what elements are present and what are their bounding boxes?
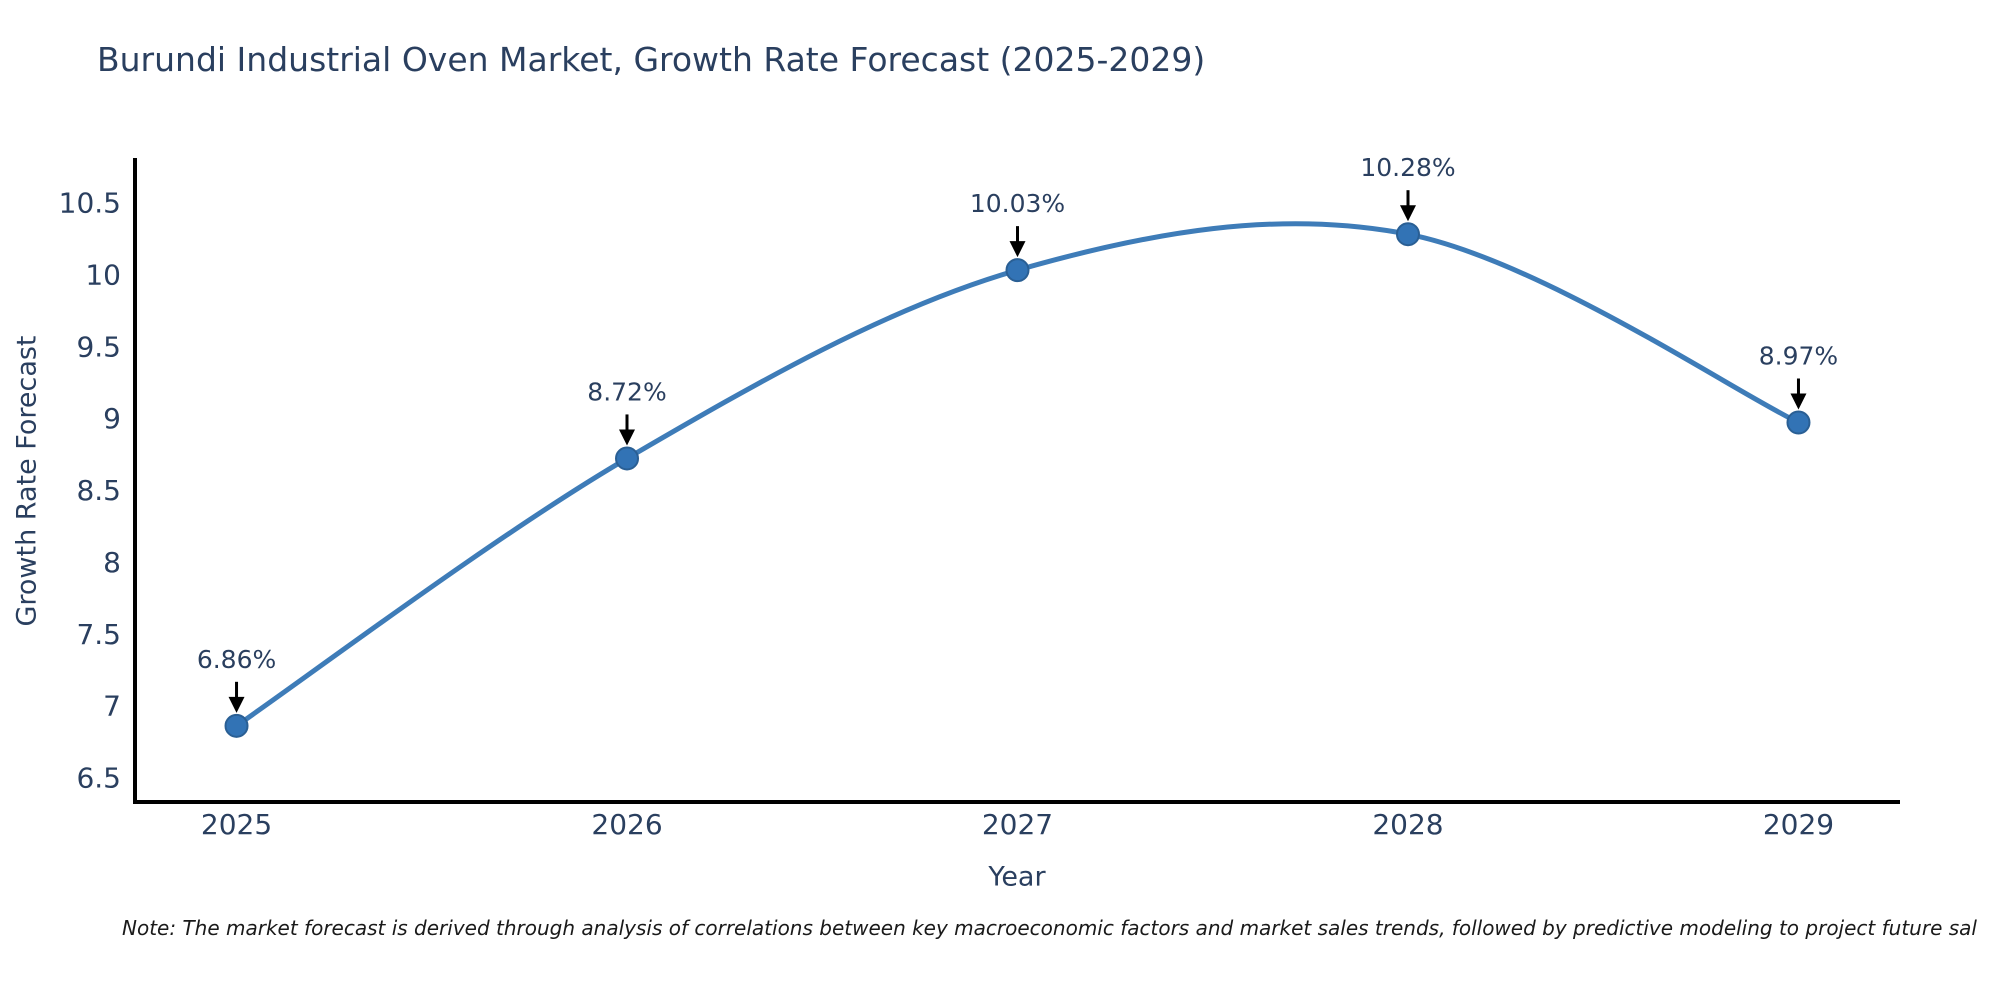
y-tick-label: 9: [103, 402, 121, 435]
y-tick-label: 8: [103, 546, 121, 579]
chart-title: Burundi Industrial Oven Market, Growth R…: [97, 40, 1206, 79]
data-point-label: 10.03%: [970, 189, 1065, 218]
y-tick-label: 7: [103, 690, 121, 723]
data-point-label: 10.28%: [1360, 153, 1455, 182]
data-point-marker: [1005, 258, 1030, 283]
data-point-marker: [224, 713, 249, 738]
data-point-label: 8.97%: [1759, 342, 1838, 371]
y-tick-label: 6.5: [76, 762, 121, 795]
x-tick-label: 2026: [591, 808, 662, 841]
y-axis-title: Growth Rate Forecast: [11, 335, 43, 627]
y-tick-label: 10.5: [59, 187, 121, 220]
annotation-arrowhead-icon: [1009, 241, 1026, 258]
annotation-arrowhead-icon: [1790, 393, 1807, 410]
x-tick-label: 2028: [1372, 808, 1443, 841]
x-tick-label: 2025: [201, 808, 272, 841]
y-tick-label: 10: [85, 258, 121, 291]
x-axis-title: Year: [988, 861, 1046, 893]
data-point-marker: [1786, 410, 1811, 435]
x-tick-label: 2029: [1763, 808, 1834, 841]
annotation-arrowhead-icon: [1399, 205, 1416, 222]
annotation-arrowhead-icon: [619, 429, 636, 446]
y-tick-label: 8.5: [76, 474, 121, 507]
data-point-label: 6.86%: [197, 645, 276, 674]
data-point-marker: [1395, 222, 1420, 247]
y-tick-label: 9.5: [76, 330, 121, 363]
data-point-marker: [615, 446, 640, 471]
data-point-label: 8.72%: [587, 377, 666, 406]
footnote: Note: The market forecast is derived thr…: [122, 916, 1977, 940]
forecast-line: [234, 221, 1801, 729]
annotation-arrowhead-icon: [228, 696, 245, 713]
y-tick-label: 7.5: [76, 618, 121, 651]
x-tick-label: 2027: [982, 808, 1053, 841]
